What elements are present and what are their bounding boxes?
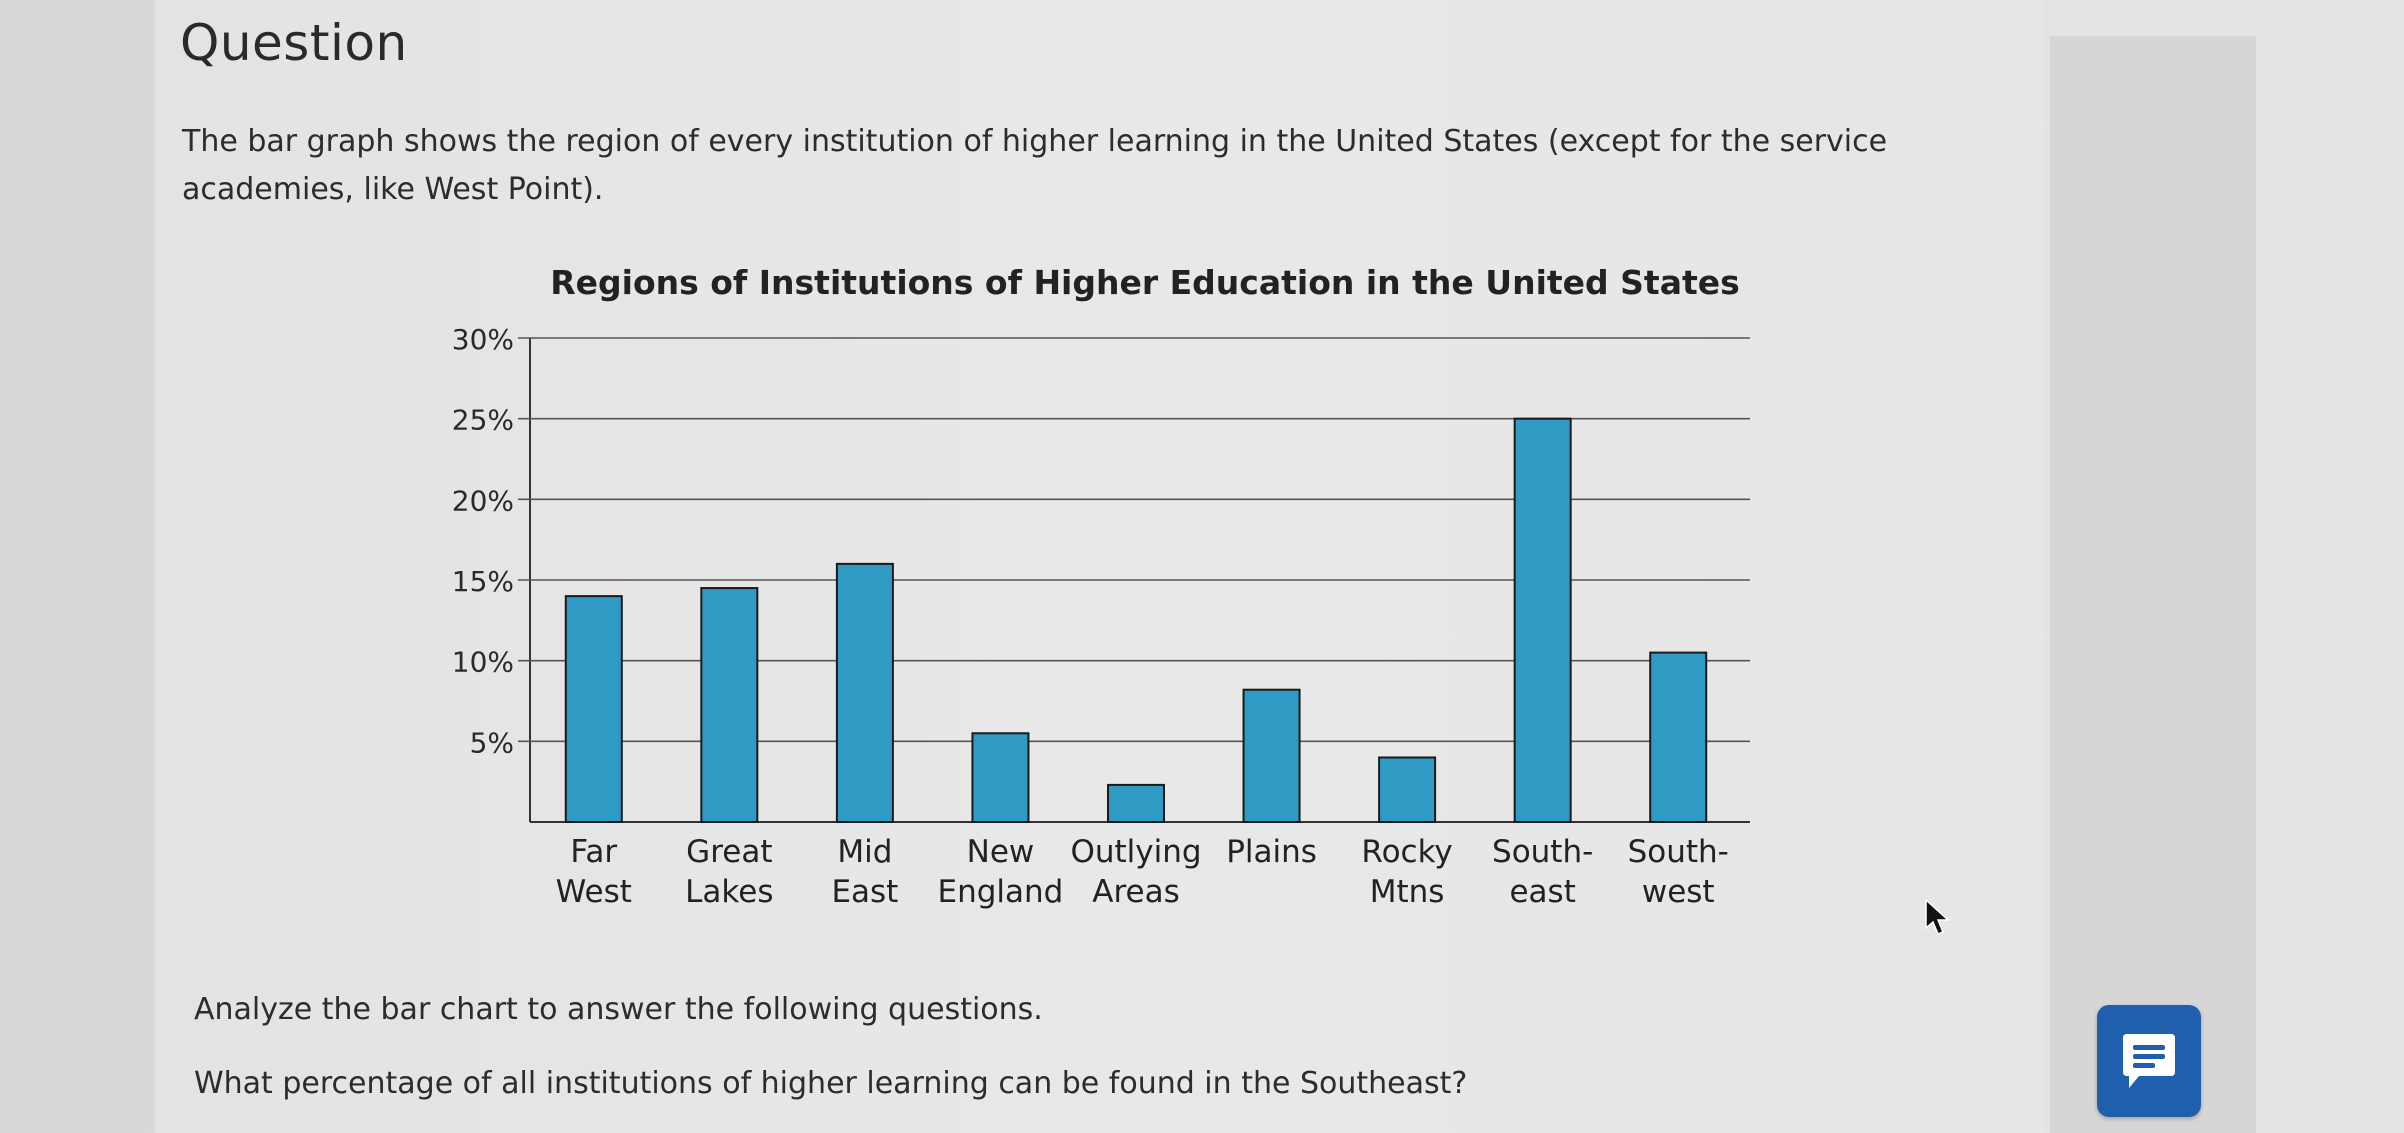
bar-chart: Regions of Institutions of Higher Educat… [420,258,1760,918]
bar [1107,783,1165,823]
x-tick-label: Mtns [1370,874,1445,910]
x-tick-label: England [938,874,1064,910]
bar [1513,417,1572,824]
x-tick-label: Lakes [685,874,773,910]
y-tick-label: 20% [452,484,514,517]
x-tick-label: west [1642,874,1715,910]
question-heading: Question [180,14,408,72]
instructions-text: Analyze the bar chart to answer the foll… [194,992,1043,1027]
feedback-button[interactable] [2097,1005,2201,1117]
bar [1649,651,1708,823]
x-tick-label: East [831,874,898,910]
x-tick-label: Rocky [1361,834,1452,870]
y-tick-label: 5% [470,726,514,759]
x-tick-label: Great [686,834,772,870]
chat-bubble-icon [2123,1034,2175,1088]
x-tick-label: West [556,874,632,910]
x-tick-label: South- [1628,834,1729,870]
y-tick-label: 25% [452,404,514,437]
bar [1378,756,1437,824]
x-tick-label: Outlying [1070,834,1201,870]
x-tick-label: Mid [837,834,892,870]
intro-text: The bar graph shows the region of every … [182,124,1888,207]
bar [564,595,623,823]
bar [700,587,759,824]
x-tick-label: Plains [1226,834,1317,870]
chart-title: Regions of Institutions of Higher Educat… [550,263,1740,302]
x-tick-label: Areas [1092,874,1180,910]
x-tick-label: South- [1492,834,1593,870]
x-tick-label: New [967,834,1035,870]
y-tick-label: 15% [452,565,514,598]
side-panel [2050,36,2256,1133]
question-text: What percentage of all institutions of h… [194,1066,1468,1101]
bar [1242,688,1301,823]
x-tick-label: east [1509,874,1575,910]
bar [971,732,1030,823]
x-tick-label: Far [570,834,617,870]
y-tick-label: 30% [452,323,514,356]
content-panel [155,0,2045,1133]
bar [835,562,894,823]
mouse-cursor-icon [1925,898,1950,935]
y-tick-label: 10% [452,646,514,679]
